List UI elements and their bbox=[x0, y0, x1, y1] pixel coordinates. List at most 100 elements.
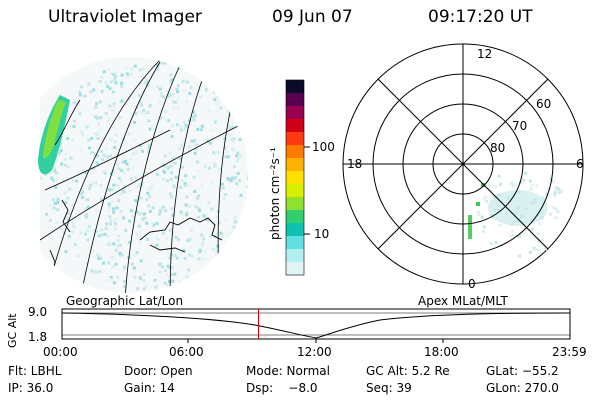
speckle-pixel bbox=[199, 95, 203, 99]
speckle-pixel bbox=[148, 127, 152, 131]
speckle-pixel bbox=[188, 144, 192, 148]
speckle-pixel bbox=[111, 265, 115, 269]
speckle-pixel bbox=[143, 216, 147, 220]
speckle-pixel bbox=[183, 89, 186, 93]
speckle-pixel bbox=[127, 132, 130, 136]
speckle-pixel bbox=[87, 138, 91, 142]
speckle-pixel bbox=[180, 165, 184, 169]
speckle-pixel bbox=[86, 205, 90, 209]
speckle-pixel bbox=[113, 140, 117, 144]
speckle-pixel bbox=[192, 175, 196, 179]
speckle-pixel bbox=[150, 222, 154, 226]
speckle-pixel bbox=[171, 213, 175, 217]
speckle-pixel bbox=[188, 92, 192, 95]
speckle-pixel bbox=[183, 120, 186, 124]
mlt-label-12: 12 bbox=[477, 47, 493, 61]
speckle-pixel bbox=[232, 137, 236, 141]
speckle-pixel bbox=[104, 147, 108, 151]
speckle-pixel bbox=[56, 208, 60, 212]
speckle-pixel bbox=[208, 141, 212, 145]
speckle-pixel bbox=[196, 160, 199, 164]
speckle-pixel bbox=[182, 249, 186, 253]
speckle-pixel bbox=[101, 157, 104, 161]
speckle-pixel bbox=[78, 93, 82, 97]
speckle-pixel bbox=[155, 170, 159, 174]
speckle-pixel bbox=[247, 175, 248, 178]
colorbar-tick-10: 10 bbox=[314, 227, 330, 241]
speckle-pixel bbox=[202, 237, 206, 241]
speckle-pixel bbox=[218, 168, 222, 172]
colorbar-segment bbox=[286, 132, 304, 146]
info-gain: Gain: 14 bbox=[124, 381, 175, 395]
speckle-pixel bbox=[189, 228, 193, 232]
speckle-pixel bbox=[556, 210, 560, 214]
speckle-pixel bbox=[233, 216, 237, 220]
speckle-pixel bbox=[52, 206, 56, 210]
speckle-pixel bbox=[176, 84, 180, 88]
speckle-pixel bbox=[171, 106, 175, 110]
speckle-pixel bbox=[164, 110, 167, 114]
speckle-pixel bbox=[225, 234, 229, 238]
speckle-pixel bbox=[120, 73, 124, 77]
speckle-pixel bbox=[99, 233, 103, 237]
speckle-pixel bbox=[169, 79, 173, 83]
speckle-pixel bbox=[134, 253, 138, 257]
speckle-pixel bbox=[202, 256, 206, 260]
speckle-pixel bbox=[151, 185, 155, 189]
speckle-pixel bbox=[104, 226, 108, 230]
speckle-pixel bbox=[208, 166, 212, 170]
speckle-pixel bbox=[180, 212, 184, 216]
speckle-pixel bbox=[197, 248, 200, 252]
speckle-pixel bbox=[158, 270, 162, 274]
speckle-pixel bbox=[170, 195, 174, 199]
speckle-pixel bbox=[94, 270, 98, 274]
speckle-pixel bbox=[497, 174, 501, 178]
speckle-pixel bbox=[98, 129, 102, 133]
speckle-pixel bbox=[553, 191, 557, 195]
speckle-pixel bbox=[481, 229, 485, 233]
speckle-pixel bbox=[192, 115, 196, 119]
speckle-pixel bbox=[553, 194, 557, 198]
speckle-pixel bbox=[158, 87, 162, 91]
timeline-xtick-0600: 06:00 bbox=[169, 345, 204, 359]
colorbar-segment bbox=[286, 236, 304, 250]
speckle-pixel bbox=[541, 238, 544, 242]
lat-label-60: 60 bbox=[536, 97, 552, 111]
speckle-pixel bbox=[159, 262, 162, 266]
speckle-pixel bbox=[168, 192, 172, 196]
speckle-pixel bbox=[63, 163, 67, 167]
speckle-pixel bbox=[183, 182, 187, 186]
speckle-pixel bbox=[239, 193, 243, 197]
speckle-pixel bbox=[128, 241, 132, 244]
speckle-pixel bbox=[190, 139, 194, 143]
timeline-xtick-2359: 23:59 bbox=[552, 345, 587, 359]
speckle-pixel bbox=[553, 188, 557, 192]
speckle-pixel bbox=[108, 104, 112, 108]
speckle-pixel bbox=[482, 225, 486, 229]
speckle-pixel bbox=[60, 236, 64, 240]
speckle-pixel bbox=[109, 80, 113, 84]
speckle-pixel bbox=[197, 257, 201, 261]
speckle-pixel bbox=[196, 127, 200, 131]
speckle-pixel bbox=[131, 165, 135, 169]
speckle-pixel bbox=[80, 130, 84, 134]
speckle-pixel bbox=[179, 210, 183, 214]
speckle-pixel bbox=[554, 207, 557, 211]
speckle-pixel bbox=[184, 174, 188, 178]
speckle-pixel bbox=[141, 67, 145, 71]
speckle-pixel bbox=[518, 234, 522, 238]
speckle-pixel bbox=[87, 82, 91, 86]
speckle-pixel bbox=[477, 213, 481, 217]
speckle-pixel bbox=[178, 157, 182, 161]
speckle-pixel bbox=[81, 133, 85, 137]
speckle-pixel bbox=[223, 137, 227, 141]
speckle-pixel bbox=[154, 285, 158, 289]
speckle-pixel bbox=[116, 238, 120, 242]
speckle-pixel bbox=[206, 139, 210, 143]
speckle-pixel bbox=[166, 285, 170, 289]
speckle-pixel bbox=[83, 94, 87, 98]
speckle-pixel bbox=[192, 110, 196, 114]
speckle-pixel bbox=[63, 191, 67, 195]
speckle-pixel bbox=[183, 183, 187, 187]
